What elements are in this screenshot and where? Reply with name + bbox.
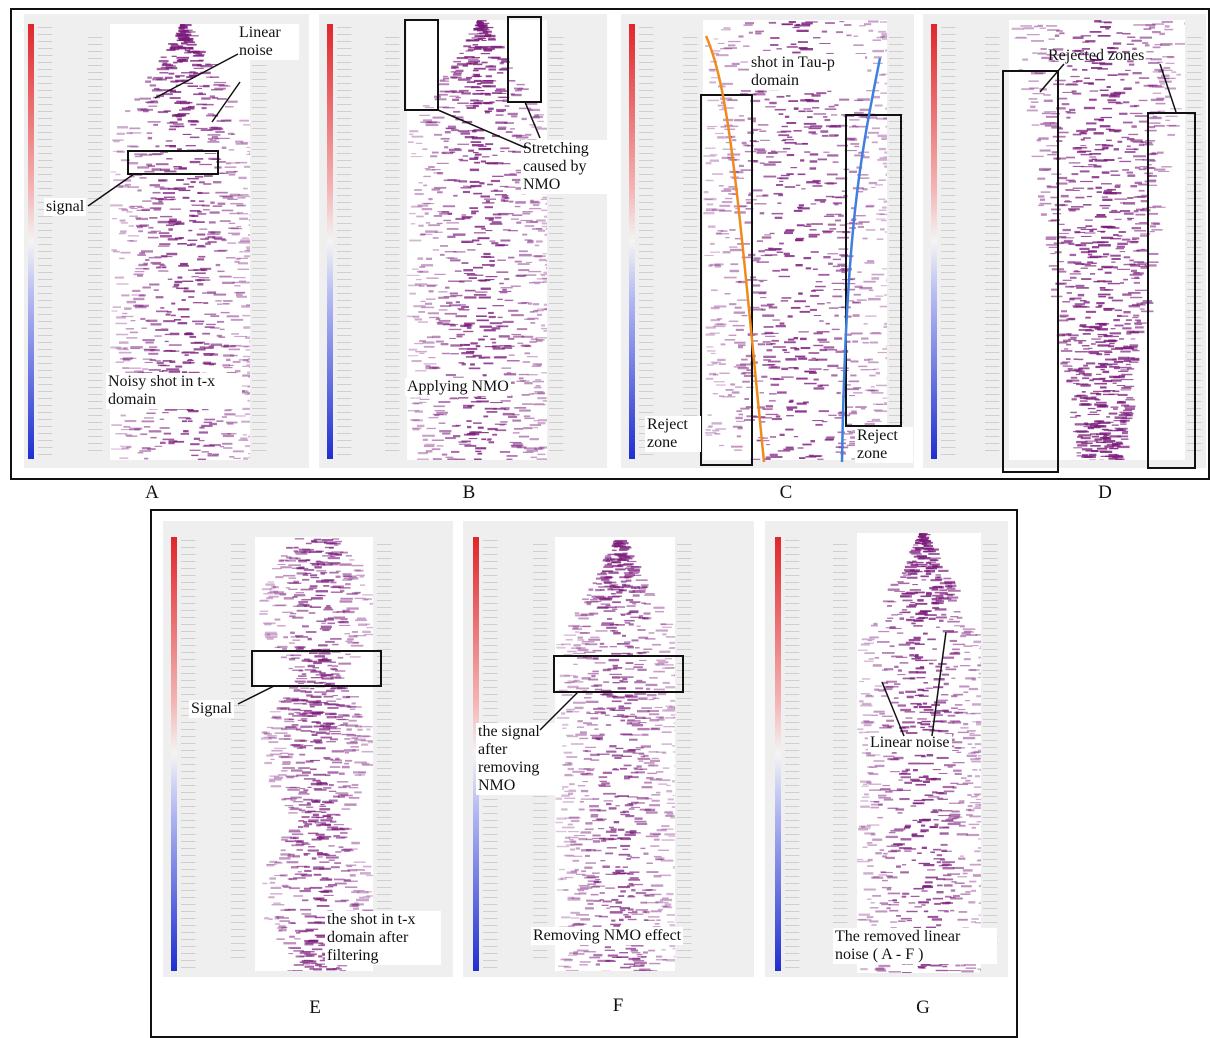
reject-box-right — [845, 114, 902, 427]
annotation-caption: The removed linear noise ( A - F ) — [833, 928, 997, 964]
annotation-shot-tau-p: shot in Tau-p domain — [749, 54, 865, 90]
panel-letter: B — [462, 482, 476, 503]
panel-e: ‒‒‒‒‒‒ ‒‒‒‒‒‒ ‒‒‒‒‒‒ ‒‒‒‒‒‒ ‒‒‒‒‒‒ ‒‒‒‒‒… — [163, 521, 453, 977]
rejected-box-right — [1147, 112, 1196, 469]
color-scale — [629, 24, 635, 459]
annotation-caption: the shot in t-x domain after filtering — [325, 911, 441, 965]
annotation-caption: Removing NMO effect — [531, 927, 684, 945]
annotation-signal: Signal — [189, 700, 234, 718]
time-axis-ticks: ‒‒‒‒‒‒ ‒‒‒‒‒‒ ‒‒‒‒‒‒ ‒‒‒‒‒‒ ‒‒‒‒‒‒ ‒‒‒‒‒… — [88, 35, 103, 453]
annotation-reject-right: Reject zone — [855, 427, 913, 463]
annotation-caption: Applying NMO — [405, 378, 511, 396]
color-scale-ticks: ‒‒‒‒‒‒ ‒‒‒‒‒‒ ‒‒‒‒‒‒ ‒‒‒‒‒‒ ‒‒‒‒‒‒ ‒‒‒‒‒… — [639, 25, 654, 457]
stretch-box-right — [507, 16, 542, 103]
time-axis-ticks-right: ‒‒‒‒‒‒ ‒‒‒‒‒‒ ‒‒‒‒‒‒ ‒‒‒‒‒‒ ‒‒‒‒‒‒ ‒‒‒‒‒… — [549, 35, 564, 453]
color-scale — [28, 24, 34, 459]
color-scale — [171, 537, 177, 971]
seismic-section — [555, 537, 675, 971]
annotation-signal: the signal after removing NMO — [476, 723, 562, 795]
time-axis-ticks-right: ‒‒‒‒‒‒ ‒‒‒‒‒‒ ‒‒‒‒‒‒ ‒‒‒‒‒‒ ‒‒‒‒‒‒ ‒‒‒‒‒… — [252, 35, 267, 453]
color-scale — [931, 24, 937, 459]
annotation-linear-noise: Linear noise — [237, 24, 299, 60]
time-axis-ticks-right: ‒‒‒‒‒‒ ‒‒‒‒‒‒ ‒‒‒‒‒‒ ‒‒‒‒‒‒ ‒‒‒‒‒‒ ‒‒‒‒‒… — [889, 35, 904, 453]
panel-letter: D — [1098, 482, 1112, 503]
annotation-reject-left: Reject zone — [645, 416, 701, 452]
rejected-box-left — [1002, 70, 1059, 473]
color-scale-ticks: ‒‒‒‒‒‒ ‒‒‒‒‒‒ ‒‒‒‒‒‒ ‒‒‒‒‒‒ ‒‒‒‒‒‒ ‒‒‒‒‒… — [38, 25, 53, 457]
reject-box-left — [700, 94, 753, 466]
top-figure-frame — [10, 8, 1210, 480]
time-axis-ticks: ‒‒‒‒‒‒ ‒‒‒‒‒‒ ‒‒‒‒‒‒ ‒‒‒‒‒‒ ‒‒‒‒‒‒ ‒‒‒‒‒… — [985, 35, 1000, 453]
stretch-box-left — [404, 19, 439, 111]
color-scale — [775, 537, 781, 971]
bottom-figure-frame — [150, 509, 1018, 1038]
time-axis-ticks: ‒‒‒‒‒‒ ‒‒‒‒‒‒ ‒‒‒‒‒‒ ‒‒‒‒‒‒ ‒‒‒‒‒‒ ‒‒‒‒‒… — [385, 35, 400, 453]
color-scale-ticks: ‒‒‒‒‒‒ ‒‒‒‒‒‒ ‒‒‒‒‒‒ ‒‒‒‒‒‒ ‒‒‒‒‒‒ ‒‒‒‒‒… — [941, 25, 956, 457]
time-axis-ticks-right: ‒‒‒‒‒‒ ‒‒‒‒‒‒ ‒‒‒‒‒‒ ‒‒‒‒‒‒ ‒‒‒‒‒‒ ‒‒‒‒‒… — [677, 542, 692, 960]
panel-f: ‒‒‒‒‒‒ ‒‒‒‒‒‒ ‒‒‒‒‒‒ ‒‒‒‒‒‒ ‒‒‒‒‒‒ ‒‒‒‒‒… — [463, 521, 754, 977]
time-axis-ticks: ‒‒‒‒‒‒ ‒‒‒‒‒‒ ‒‒‒‒‒‒ ‒‒‒‒‒‒ ‒‒‒‒‒‒ ‒‒‒‒‒… — [833, 542, 848, 960]
signal-box — [553, 655, 684, 693]
annotation-linear-noise: Linear noise — [868, 734, 952, 752]
panel-letter: C — [779, 482, 793, 503]
annotation-stretching: Stretching caused by NMO — [521, 140, 607, 194]
color-scale-ticks: ‒‒‒‒‒‒ ‒‒‒‒‒‒ ‒‒‒‒‒‒ ‒‒‒‒‒‒ ‒‒‒‒‒‒ ‒‒‒‒‒… — [181, 538, 196, 970]
panel-letter: G — [916, 997, 930, 1018]
time-axis-ticks: ‒‒‒‒‒‒ ‒‒‒‒‒‒ ‒‒‒‒‒‒ ‒‒‒‒‒‒ ‒‒‒‒‒‒ ‒‒‒‒‒… — [231, 542, 246, 960]
seismic-section — [255, 537, 373, 971]
color-scale — [327, 24, 333, 459]
seismic-section — [857, 533, 981, 973]
panel-letter: E — [309, 997, 321, 1018]
seismic-section — [1009, 20, 1185, 460]
time-axis-ticks-right: ‒‒‒‒‒‒ ‒‒‒‒‒‒ ‒‒‒‒‒‒ ‒‒‒‒‒‒ ‒‒‒‒‒‒ ‒‒‒‒‒… — [983, 542, 998, 960]
color-scale-ticks: ‒‒‒‒‒‒ ‒‒‒‒‒‒ ‒‒‒‒‒‒ ‒‒‒‒‒‒ ‒‒‒‒‒‒ ‒‒‒‒‒… — [337, 25, 352, 457]
color-scale-ticks: ‒‒‒‒‒‒ ‒‒‒‒‒‒ ‒‒‒‒‒‒ ‒‒‒‒‒‒ ‒‒‒‒‒‒ ‒‒‒‒‒… — [785, 538, 800, 970]
annotation-rejected-zones: Rejected zones — [1048, 47, 1145, 64]
panel-d: ‒‒‒‒‒‒ ‒‒‒‒‒‒ ‒‒‒‒‒‒ ‒‒‒‒‒‒ ‒‒‒‒‒‒ ‒‒‒‒‒… — [923, 14, 1206, 468]
panel-b: ‒‒‒‒‒‒ ‒‒‒‒‒‒ ‒‒‒‒‒‒ ‒‒‒‒‒‒ ‒‒‒‒‒‒ ‒‒‒‒‒… — [319, 14, 607, 468]
panel-letter: F — [612, 995, 624, 1016]
panel-letter: A — [145, 482, 159, 503]
annotation-signal: signal — [44, 198, 87, 216]
time-axis-ticks-right: ‒‒‒‒‒‒ ‒‒‒‒‒‒ ‒‒‒‒‒‒ ‒‒‒‒‒‒ ‒‒‒‒‒‒ ‒‒‒‒‒… — [377, 542, 392, 960]
signal-box — [251, 650, 382, 687]
annotation-caption: Noisy shot in t-x domain — [106, 373, 242, 409]
signal-box — [127, 150, 219, 175]
